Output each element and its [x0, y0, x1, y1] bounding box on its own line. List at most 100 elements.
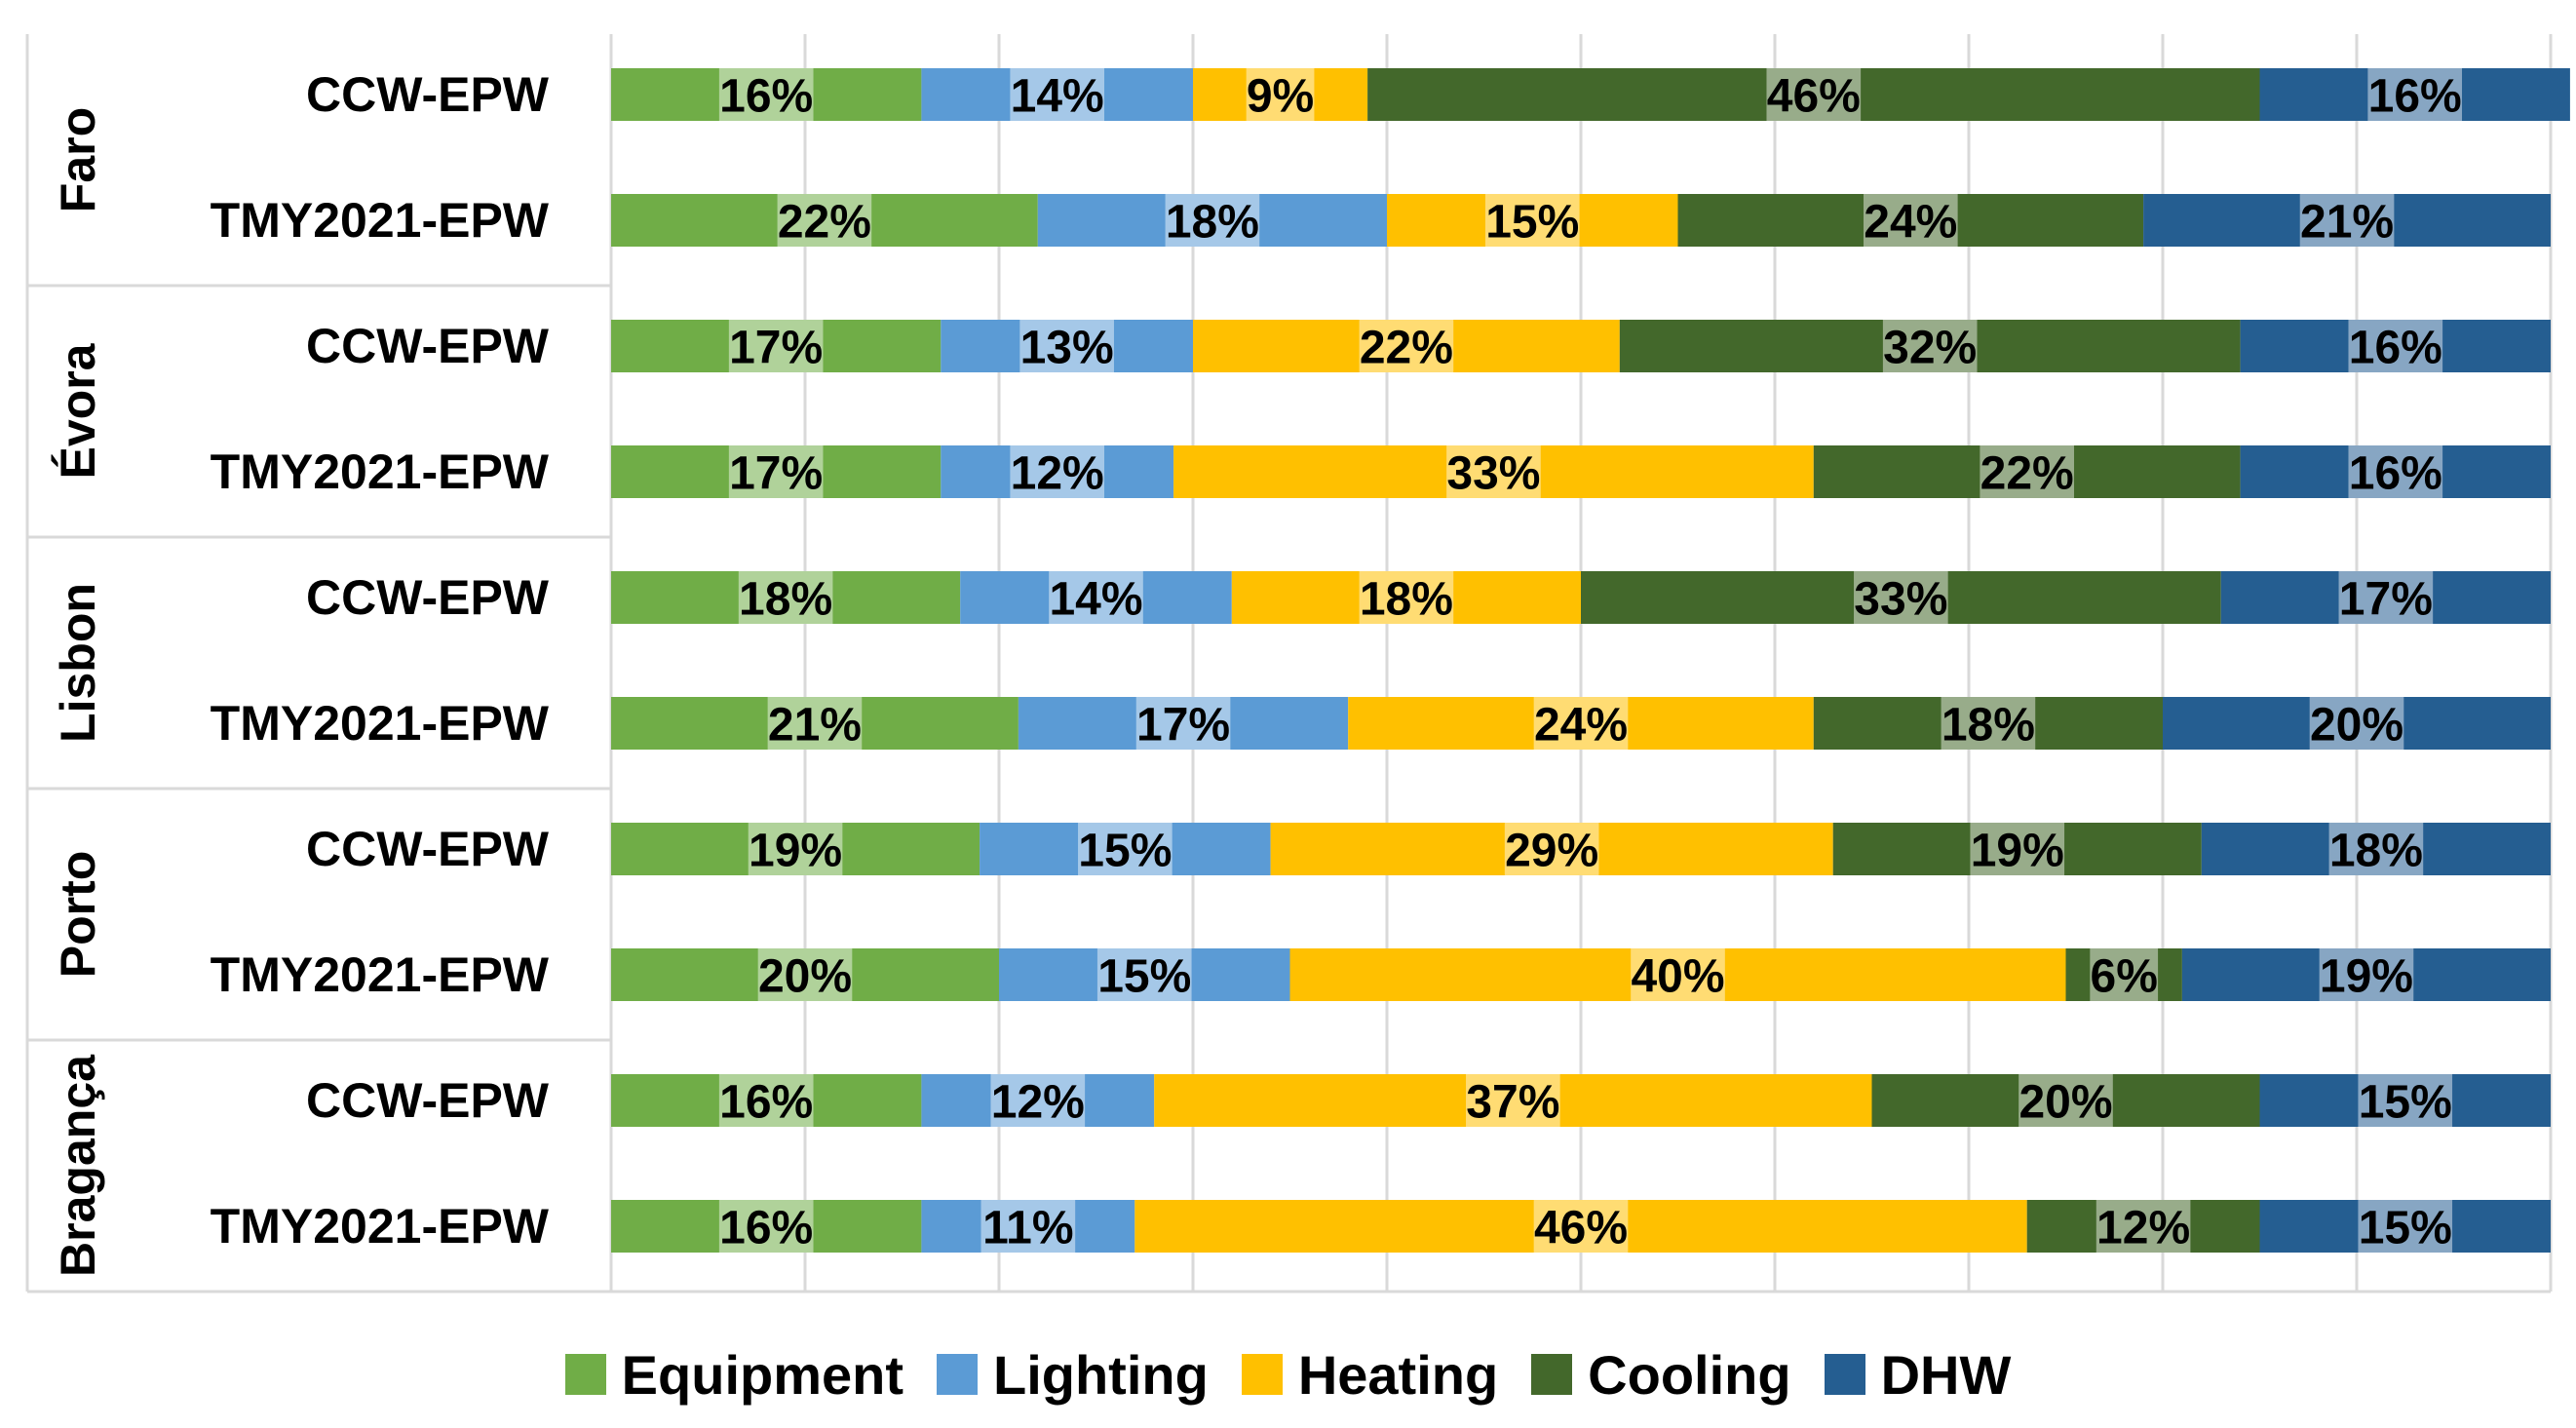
legend-label: Equipment	[621, 1343, 904, 1406]
category-label: CCW-EPW	[306, 1073, 550, 1128]
data-label-bg	[1078, 823, 1173, 875]
data-label: 21%	[2300, 197, 2394, 249]
data-label: 16%	[2349, 448, 2442, 500]
legend-label: Lighting	[993, 1343, 1209, 1406]
data-label: 16%	[2349, 323, 2442, 374]
data-label-bg	[1359, 320, 1454, 372]
labels: Faro CCW-EPW 16% 14% 9% 46% 16% TMY2021-EPW 22% 1…	[51, 67, 2462, 1277]
data-label: 29%	[1505, 826, 1598, 877]
data-label: 18%	[739, 574, 832, 626]
legend-swatch	[1531, 1354, 1573, 1395]
city-label: Faro	[51, 107, 105, 212]
data-label: 14%	[1011, 71, 1104, 123]
data-label-bg	[1533, 1200, 1629, 1253]
legend-label: DHW	[1880, 1343, 2012, 1406]
category-label: TMY2021-EPW	[211, 193, 550, 248]
data-label-bg	[2358, 1074, 2453, 1127]
data-label: 15%	[2359, 1077, 2452, 1129]
data-label: 20%	[2019, 1077, 2112, 1129]
data-label-bg	[1854, 571, 1948, 624]
data-label-bg	[2348, 320, 2443, 372]
data-label-bg	[718, 1074, 814, 1127]
data-label-bg	[1863, 194, 1958, 247]
legend-label: Heating	[1297, 1343, 1499, 1406]
data-label-bg	[1504, 823, 1599, 875]
data-label-bg	[728, 445, 824, 498]
data-label-bg	[2328, 823, 2424, 875]
legend-label: Cooling	[1588, 1343, 1791, 1406]
category-label: CCW-EPW	[306, 570, 550, 625]
data-label: 40%	[1631, 951, 1724, 1003]
data-label: 18%	[1360, 574, 1453, 626]
city-label: Lisbon	[51, 583, 105, 743]
data-label: 6%	[2091, 951, 2158, 1003]
city-label: Bragança	[51, 1054, 105, 1277]
data-label: 33%	[1854, 574, 1947, 626]
data-label-bg	[1010, 445, 1105, 498]
legend-item-dhw: DHW	[1824, 1343, 2012, 1407]
data-label-bg	[1165, 194, 1260, 247]
data-label-bg	[1533, 697, 1629, 750]
data-label-bg	[757, 948, 853, 1001]
data-label-bg	[767, 697, 863, 750]
data-label-bg	[2358, 1200, 2453, 1253]
data-label: 16%	[2368, 71, 2462, 123]
data-label-bg	[1941, 697, 2036, 750]
data-label: 22%	[778, 197, 871, 249]
data-label-bg	[718, 1200, 814, 1253]
data-label-bg	[1019, 320, 1114, 372]
category-label: TMY2021-EPW	[211, 444, 550, 499]
category-label: TMY2021-EPW	[211, 696, 550, 751]
data-label-bg	[1446, 445, 1541, 498]
data-label-bg	[1766, 68, 1862, 121]
data-label-bg	[1466, 1074, 1560, 1127]
data-label-bg	[2309, 697, 2404, 750]
legend-swatch	[937, 1354, 978, 1395]
data-label-bg	[1096, 948, 1192, 1001]
data-label: 14%	[1049, 574, 1142, 626]
data-label: 20%	[758, 951, 852, 1003]
data-label-bg	[2019, 1074, 2113, 1127]
data-label: 16%	[719, 1203, 813, 1254]
data-label: 22%	[1360, 323, 1453, 374]
data-label-bg	[1484, 194, 1580, 247]
data-label: 46%	[1534, 1203, 1628, 1254]
data-label: 22%	[1980, 448, 2074, 500]
data-label: 24%	[1534, 700, 1628, 752]
legend-item-equipment: Equipment	[564, 1343, 904, 1407]
data-label-bg	[1980, 445, 2075, 498]
data-label-bg	[1010, 68, 1105, 121]
data-label-bg	[2299, 194, 2395, 247]
legend-swatch	[564, 1354, 606, 1395]
data-label-bg	[1135, 697, 1231, 750]
data-label-bg	[777, 194, 872, 247]
data-label-bg	[728, 320, 824, 372]
legend-swatch	[1824, 1354, 1865, 1395]
legend-item-cooling: Cooling	[1531, 1343, 1791, 1407]
data-label-bg	[2090, 948, 2159, 1001]
data-label-bg	[1970, 823, 2065, 875]
data-label: 18%	[1942, 700, 2035, 752]
data-label-bg	[1359, 571, 1454, 624]
legend: Equipment Lighting Heating Cooling DHW	[0, 1326, 2576, 1423]
data-label: 15%	[2359, 1203, 2452, 1254]
category-label: CCW-EPW	[306, 319, 550, 373]
city-label: Porto	[51, 851, 105, 979]
legend-item-heating: Heating	[1241, 1343, 1499, 1407]
data-label: 12%	[2096, 1203, 2190, 1254]
category-label: CCW-EPW	[306, 67, 550, 122]
data-label-bg	[1882, 320, 1978, 372]
category-label: CCW-EPW	[306, 822, 550, 876]
data-label-bg	[2095, 1200, 2191, 1253]
data-label: 19%	[749, 826, 842, 877]
data-label: 24%	[1864, 197, 1957, 249]
legend-swatch	[1241, 1354, 1283, 1395]
data-label: 21%	[768, 700, 862, 752]
data-label: 11%	[982, 1203, 1073, 1254]
data-label-bg	[738, 571, 833, 624]
data-label: 13%	[1020, 323, 1114, 374]
data-label-bg	[980, 1200, 1076, 1253]
data-label-bg	[990, 1074, 1086, 1127]
data-label: 17%	[729, 323, 823, 374]
data-label: 15%	[1078, 826, 1172, 877]
